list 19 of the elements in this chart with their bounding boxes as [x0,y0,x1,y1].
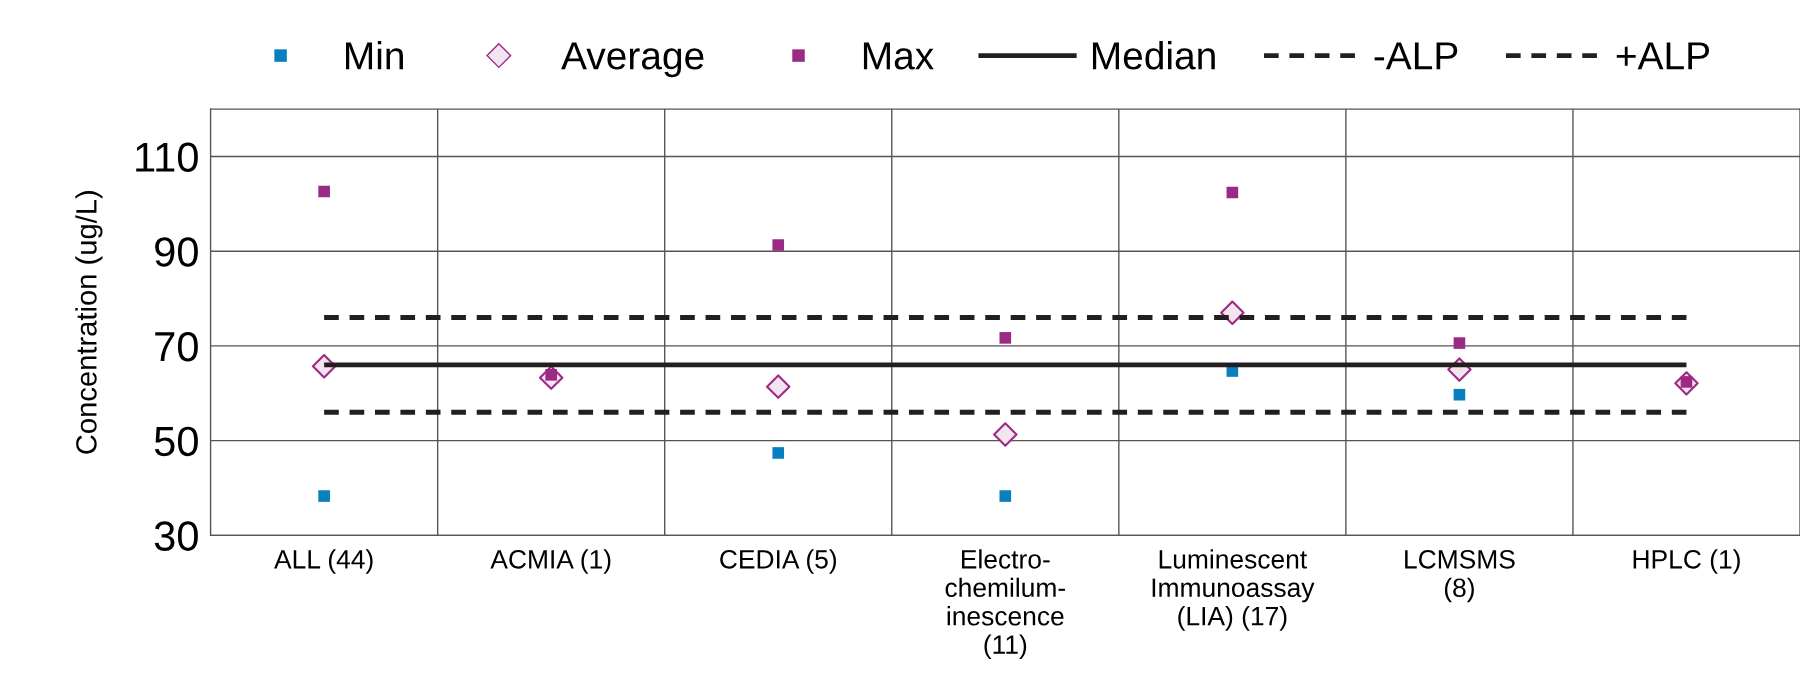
legend-label: Median [1092,41,1215,70]
x-tick-label: ALL (44) [274,549,373,574]
x-tick-label: Luminescent Immunoassay (LIA) (17) [1152,549,1315,631]
legend-label: -ALP [1374,42,1458,70]
x-tick-label: LCMSMS (8) [1405,549,1515,603]
y-tick-label: 50 [154,426,198,457]
y-tick-label: 30 [154,521,198,551]
y-tick-label: 90 [155,237,198,267]
x-tick-label: CEDIA (5) [720,549,836,574]
x-tick-label: Electro- chemilum- inescence (11) [945,549,1065,660]
x-tick-label: ACMIA (1) [490,549,611,574]
legend-label: +ALP [1616,42,1710,70]
legend-label: Max [863,42,934,70]
y-tick-label: 70 [155,331,198,362]
y-axis-title: Concentration (ug/L) [75,191,103,454]
y-tick-label: 110 [136,142,198,172]
legend-label: Min [346,41,403,70]
x-tick-label: HPLC (1) [1633,549,1740,574]
legend-label: Average [561,42,704,78]
